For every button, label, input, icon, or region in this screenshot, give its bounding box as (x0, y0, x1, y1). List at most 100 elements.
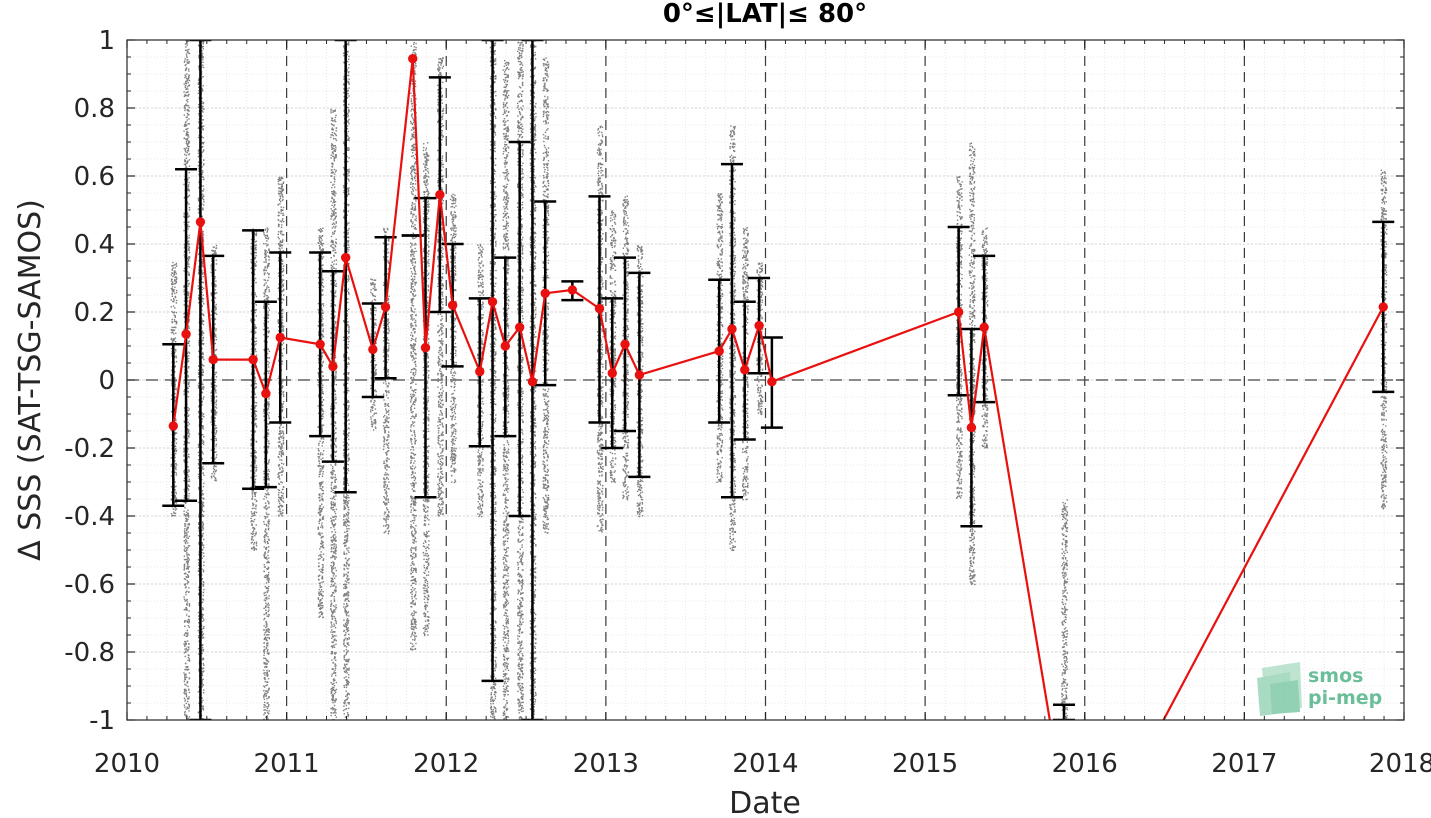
scatter-point (264, 269, 266, 271)
scatter-point (321, 426, 323, 428)
scatter-point (279, 502, 281, 505)
scatter-point (203, 555, 205, 557)
scatter-point (266, 707, 269, 710)
scatter-point (184, 514, 187, 517)
scatter-point (197, 636, 200, 639)
scatter-point (188, 470, 190, 473)
scatter-point (214, 297, 217, 299)
scatter-point (188, 710, 190, 712)
scatter-point (331, 127, 334, 129)
scatter-point (322, 547, 325, 549)
scatter-point (210, 395, 213, 397)
scatter-point (263, 554, 265, 556)
scatter-point (183, 449, 186, 451)
scatter-point (263, 634, 266, 636)
scatter-point (202, 40, 204, 42)
scatter-point (281, 219, 283, 221)
scatter-point (278, 199, 281, 201)
scatter-point (185, 140, 188, 143)
scatter-point (201, 373, 204, 376)
scatter-point (277, 298, 280, 300)
scatter-point (321, 404, 323, 407)
scatter-point (253, 370, 256, 372)
scatter-point (321, 532, 323, 535)
scatter-point (186, 161, 189, 163)
scatter-point (184, 490, 186, 493)
scatter-point (280, 226, 283, 229)
scatter-point (282, 325, 285, 327)
scatter-point (264, 495, 266, 498)
scatter-point (264, 551, 267, 553)
scatter-point (185, 68, 187, 70)
scatter-point (321, 604, 323, 607)
scatter-point (170, 369, 173, 371)
scatter-point (268, 519, 270, 521)
scatter-point (185, 586, 187, 588)
scatter-point (267, 265, 270, 267)
scatter-point (266, 285, 269, 287)
scatter-point (188, 79, 191, 82)
scatter-point (282, 426, 284, 429)
scatter-point (321, 284, 324, 287)
scatter-point (250, 430, 252, 432)
scatter-point (197, 79, 200, 81)
scatter-point (322, 312, 324, 314)
scatter-point (174, 512, 177, 515)
scatter-point (186, 601, 189, 603)
scatter-point (282, 342, 285, 344)
scatter-point (319, 507, 322, 510)
scatter-point (331, 169, 333, 171)
scatter-point (186, 565, 189, 568)
scatter-point (255, 402, 258, 404)
scatter-point (213, 291, 216, 294)
scatter-point (281, 263, 284, 265)
scatter-point (188, 325, 190, 327)
scatter-point (201, 122, 203, 124)
scatter-point (210, 386, 213, 388)
scatter-point (265, 684, 267, 687)
scatter-point (186, 583, 188, 585)
scatter-point (202, 658, 205, 661)
scatter-point (267, 364, 269, 366)
scatter-point (279, 498, 282, 501)
scatter-point (188, 246, 191, 249)
scatter-point (280, 266, 283, 268)
scatter-point (187, 58, 189, 61)
scatter-point (317, 598, 320, 601)
scatter-point (278, 456, 280, 459)
scatter-point (185, 55, 188, 57)
scatter-point (282, 308, 284, 311)
scatter-point (187, 513, 189, 515)
scatter-point (202, 238, 205, 241)
scatter-point (255, 337, 257, 339)
scatter-point (319, 592, 322, 595)
scatter-point (210, 382, 213, 384)
scatter-point (201, 577, 204, 580)
scatter-point (188, 571, 190, 574)
scatter-point (321, 482, 323, 485)
scatter-point (266, 674, 268, 676)
scatter-point (188, 478, 190, 480)
scatter-point (278, 212, 280, 214)
scatter-point (210, 314, 212, 316)
scatter-point (202, 620, 204, 622)
scatter-point (203, 108, 205, 110)
scatter-point (184, 517, 187, 520)
scatter-point (202, 343, 204, 346)
scatter-point (268, 303, 270, 305)
scatter-point (215, 334, 217, 336)
scatter-point (173, 279, 176, 281)
scatter-point (266, 697, 268, 700)
scatter-point (201, 356, 203, 358)
scatter-point (214, 269, 217, 271)
scatter-point (202, 111, 204, 113)
scatter-point (186, 237, 189, 240)
scatter-point (175, 322, 178, 324)
scatter-point (188, 610, 190, 612)
scatter-point (265, 690, 267, 692)
scatter-point (183, 300, 186, 302)
scatter-point (186, 599, 188, 601)
scatter-point (263, 669, 265, 672)
scatter-point (263, 698, 266, 700)
scatter-point (321, 475, 324, 478)
